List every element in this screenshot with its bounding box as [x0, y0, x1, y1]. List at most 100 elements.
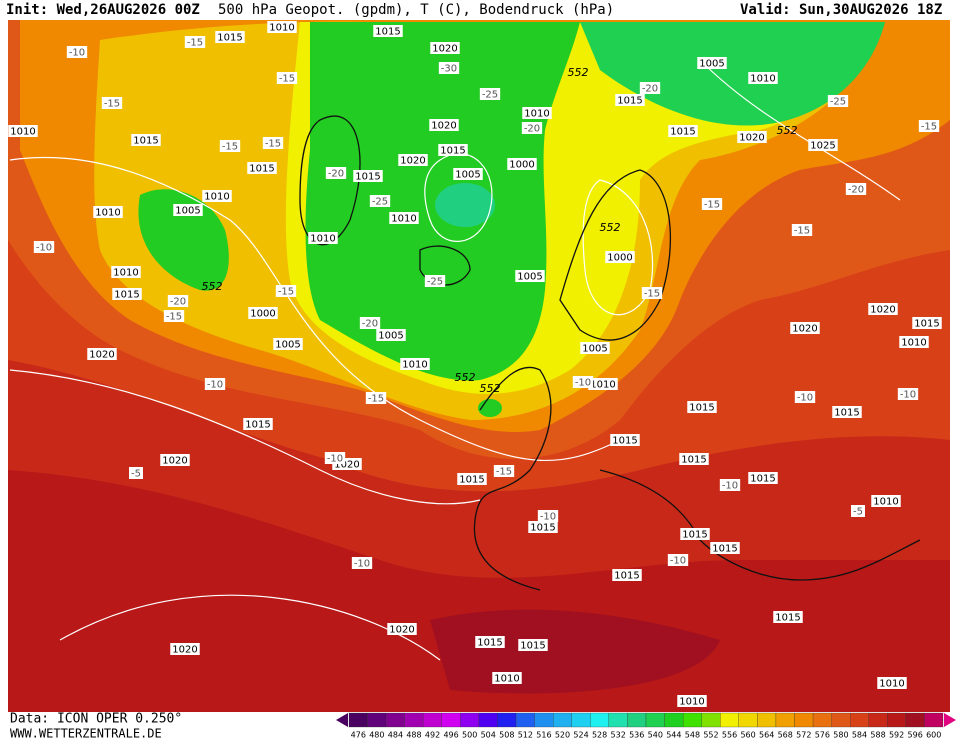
pressure-label-text: 1010 [204, 192, 229, 203]
temperature-label-text: -25 [372, 197, 388, 208]
temperature-label: -10 [351, 557, 373, 570]
pressure-label-box [871, 495, 901, 507]
scale-label: 560 [740, 731, 755, 740]
temperature-label-box [351, 557, 373, 569]
scale-label: 544 [666, 731, 681, 740]
temperature-label-text: -15 [921, 122, 937, 133]
temperature-label-box [219, 140, 241, 152]
pressure-label: 1015 [247, 162, 277, 175]
pressure-label-text: 1010 [402, 360, 427, 371]
pressure-label-box [273, 338, 303, 350]
temperature-label-text: -25 [830, 97, 846, 108]
scale-label: 500 [462, 731, 477, 740]
temperature-label-text: -15 [166, 312, 182, 323]
pressure-label: 1015 [615, 94, 645, 107]
pressure-label-text: 1010 [750, 74, 775, 85]
pressure-label-text: 1010 [113, 268, 138, 279]
scale-label: 588 [870, 731, 885, 740]
temperature-label-text: -15 [644, 289, 660, 300]
pressure-label-box [877, 677, 907, 689]
temperature-label: -20 [325, 167, 347, 180]
pressure-label-text: 1015 [520, 641, 545, 652]
pressure-label-text: 1020 [400, 156, 425, 167]
temperature-label: -10 [324, 452, 346, 465]
scale-swatch [441, 712, 461, 728]
pressure-label: 1015 [457, 473, 487, 486]
pressure-label-text: 1015 [245, 420, 270, 431]
temperature-label: -10 [897, 388, 919, 401]
scale-label: 512 [518, 731, 533, 740]
geopotential-label: 552 [777, 124, 798, 137]
temperature-label-text: -10 [900, 390, 916, 401]
temperature-label-text: -15 [704, 200, 720, 211]
temperature-label-text: -15 [794, 226, 810, 237]
pressure-label-box [832, 406, 862, 418]
temperature-label-box [851, 505, 865, 517]
pressure-label-box [389, 212, 419, 224]
temperature-label: -5 [851, 505, 865, 518]
temperature-label-text: -10 [797, 393, 813, 404]
pressure-label-text: 1020 [334, 460, 359, 471]
scale-label: 568 [778, 731, 793, 740]
pressure-label: 1010 [522, 107, 552, 120]
pressure-label-text: 1015 [775, 613, 800, 624]
pressure-label: 1010 [899, 336, 929, 349]
pressure-label: 1015 [687, 401, 717, 414]
temperature-label-box [101, 97, 123, 109]
pressure-label-box [518, 639, 548, 651]
pressure-label: 1010 [93, 206, 123, 219]
pressure-label-text: 1015 [750, 474, 775, 485]
pressure-label-text: 1020 [739, 133, 764, 144]
pressure-label: 1015 [475, 636, 505, 649]
scale-label: 508 [499, 731, 514, 740]
scale-swatch [608, 712, 628, 728]
temperature-label-text: -10 [36, 243, 52, 254]
pressure-label-text: 1010 [95, 208, 120, 219]
map-field [8, 20, 950, 712]
color-scale: 476 480 484 488 492 496 500 504 508 512 516 520 524 5… [348, 712, 944, 740]
pressure-label-box [131, 134, 161, 146]
scale-swatch [905, 712, 925, 728]
pressure-label-box [605, 251, 635, 263]
pressure-label-box [697, 57, 727, 69]
scale-label: 492 [425, 731, 440, 740]
scale-label: 596 [908, 731, 923, 740]
pressure-label-text: 1000 [607, 253, 632, 264]
scale-label: 540 [648, 731, 663, 740]
pressure-label-text: 1000 [250, 309, 275, 320]
temperature-label-text: -15 [496, 467, 512, 478]
scale-swatch [571, 712, 591, 728]
pressure-label: 1010 [400, 358, 430, 371]
temperature-label-box [66, 46, 88, 58]
pressure-label: 1015 [773, 611, 803, 624]
temperature-label: -15 [641, 287, 663, 300]
pressure-label: 1005 [376, 329, 406, 342]
scale-label: 576 [815, 731, 830, 740]
scale-swatch [553, 712, 572, 728]
pressure-label-box [173, 204, 203, 216]
scale-label: 592 [889, 731, 904, 740]
temperature-label-box [129, 467, 143, 479]
temperature-label-box [479, 88, 501, 100]
pressure-label: 1015 [353, 170, 383, 183]
scale-swatch [664, 712, 684, 728]
field-hot [8, 470, 950, 712]
temperature-label-box [827, 95, 849, 107]
pressure-label: 1010 [111, 266, 141, 279]
init-text: Init: Wed,26AUG2026 00Z [6, 2, 200, 18]
coastline [473, 366, 552, 591]
temperature-label: -25 [369, 195, 391, 208]
temperature-label-text: -10 [354, 559, 370, 570]
pressure-label-text: 1015 [914, 319, 939, 330]
scale-swatch [460, 712, 480, 728]
scale-swatch [850, 712, 869, 728]
pressure-label: 1020 [387, 623, 417, 636]
temperature-label: -15 [219, 140, 241, 153]
scale-label: 548 [685, 731, 700, 740]
pressure-label: 1020 [737, 131, 767, 144]
temperature-label-text: -15 [278, 287, 294, 298]
temperature-label: -15 [791, 224, 813, 237]
temperature-label-box [262, 137, 284, 149]
pressure-label: 1005 [580, 342, 610, 355]
